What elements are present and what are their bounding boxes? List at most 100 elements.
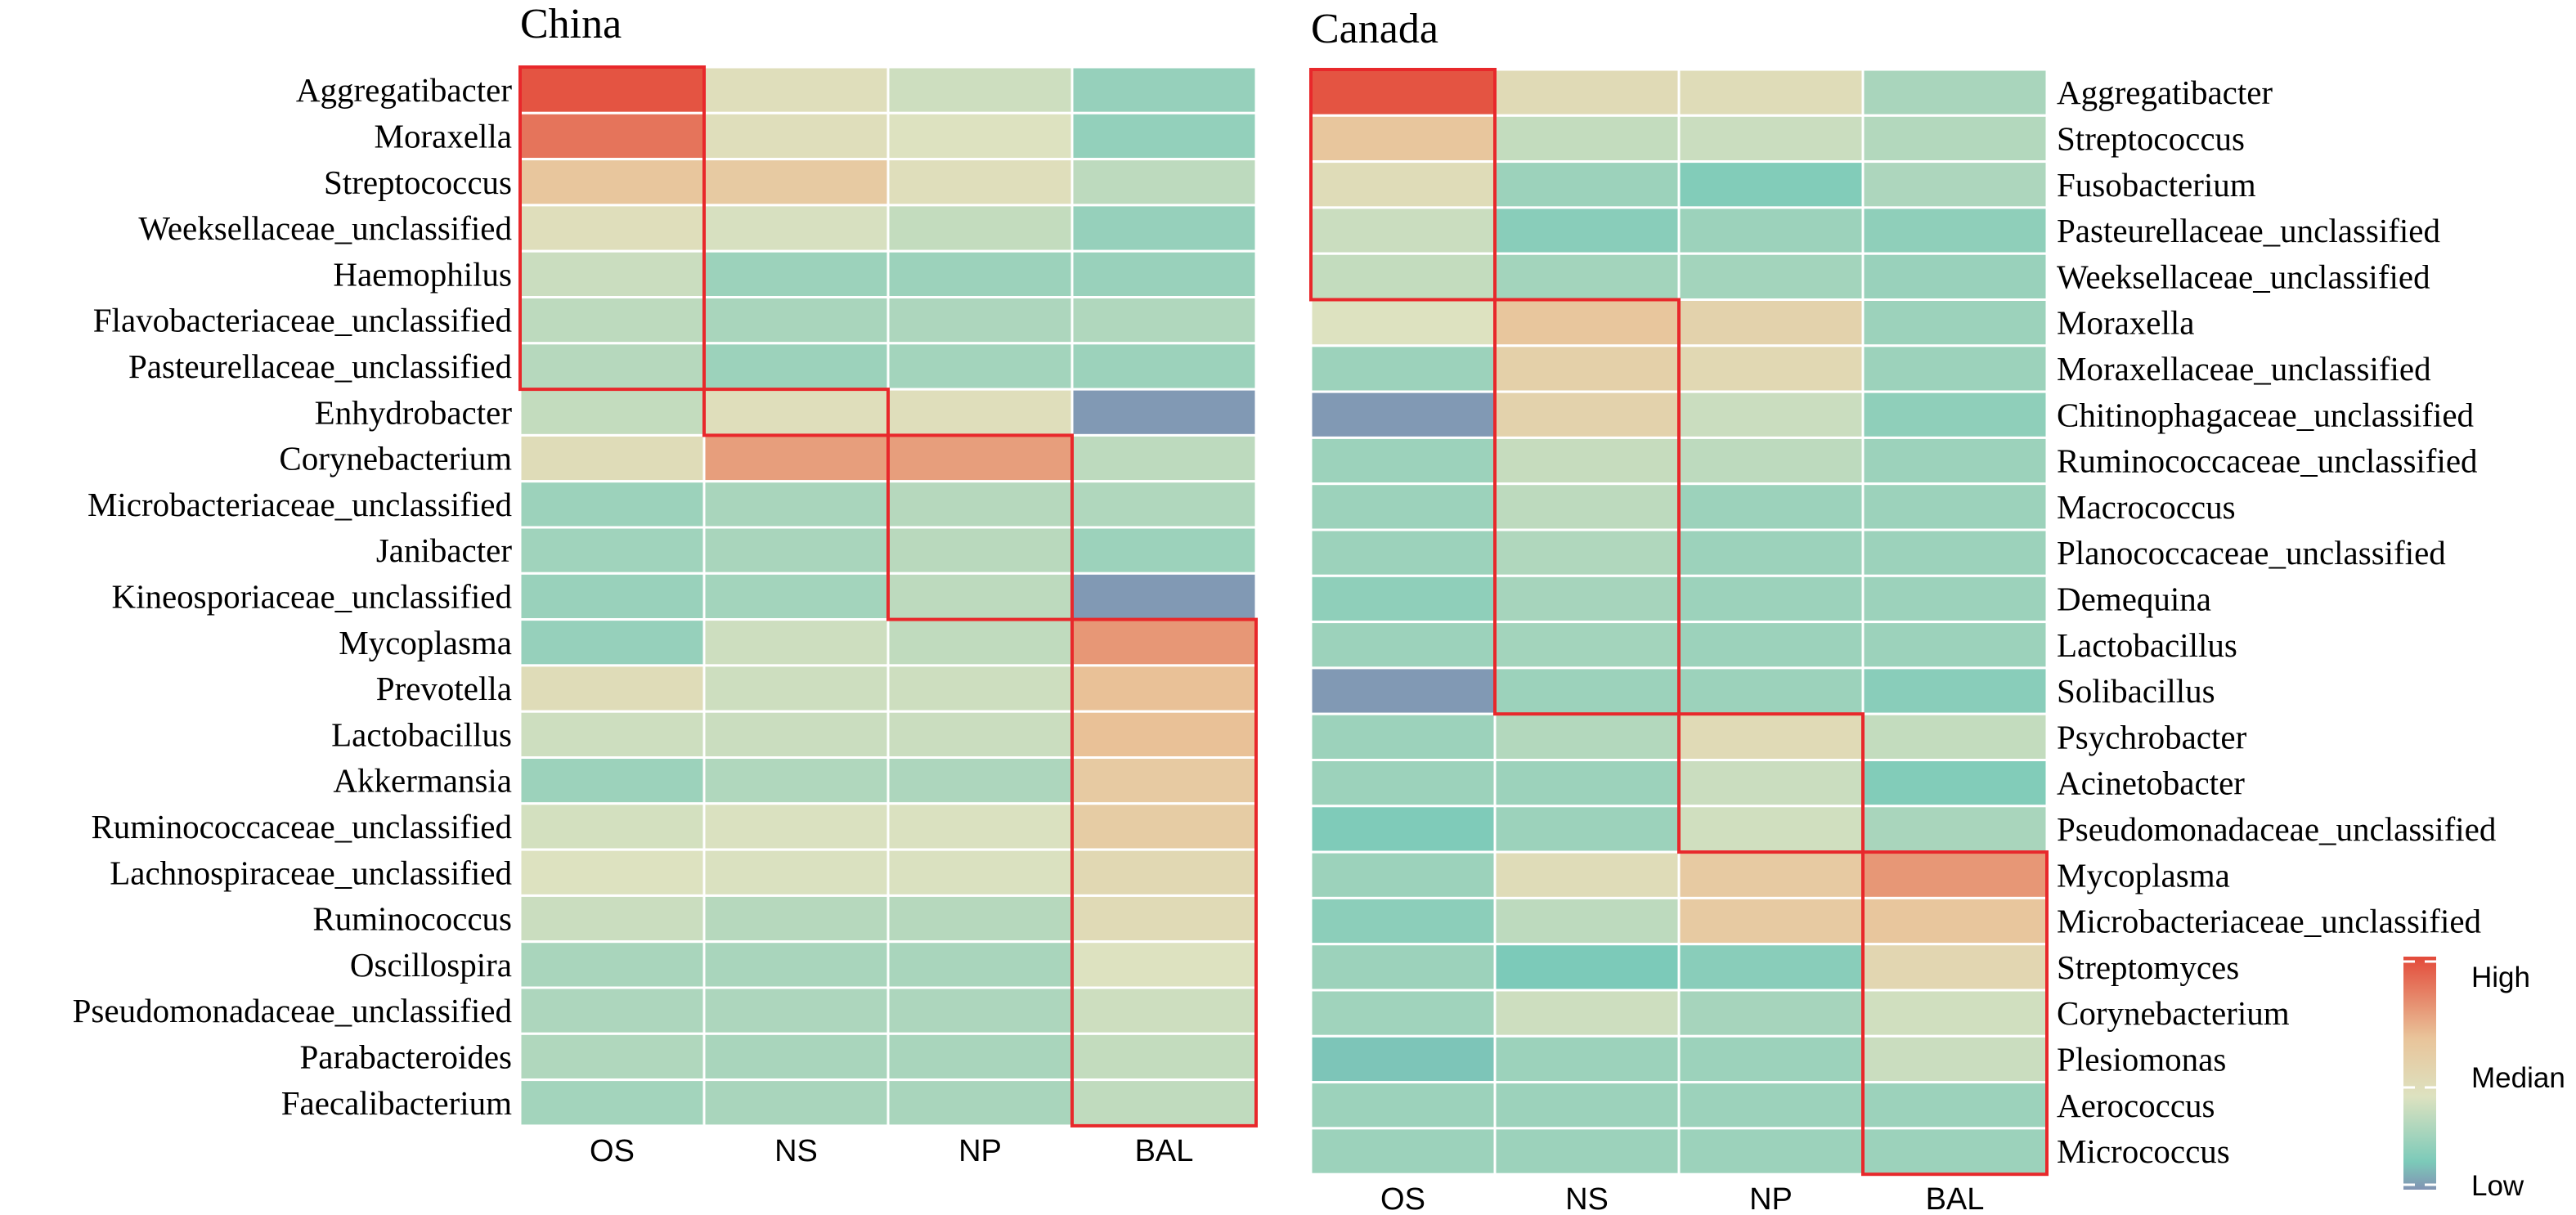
canada-cell	[1677, 528, 1865, 577]
china-row-label: Oscillospira	[350, 946, 512, 984]
china-cell	[518, 802, 706, 851]
canada-heatmap-title: Canada	[1311, 6, 1438, 52]
china-row-label: Corynebacterium	[279, 440, 512, 477]
china-cell	[518, 433, 706, 483]
canada-cell	[1861, 298, 2049, 347]
china-cell	[1070, 940, 1258, 989]
china-cell	[702, 480, 890, 529]
canada-cell	[1861, 759, 2049, 808]
china-row-label: Streptococcus	[324, 164, 512, 201]
china-cell	[518, 296, 706, 345]
china-cell	[702, 664, 890, 713]
canada-cell	[1493, 390, 1681, 439]
china-cell	[518, 1032, 706, 1082]
canada-cell	[1493, 712, 1681, 762]
china-row-label: Flavobacteriaceae_unclassified	[93, 302, 512, 339]
china-row-label: Ruminococcaceae_unclassified	[91, 808, 512, 845]
canada-cell	[1861, 206, 2049, 255]
canada-highlight-box	[1493, 298, 1681, 716]
china-cell	[1070, 204, 1258, 253]
canada-cell	[1677, 850, 1865, 899]
canada-cell	[1493, 114, 1681, 164]
china-cell	[518, 204, 706, 253]
canada-cell	[1493, 1081, 1681, 1130]
canada-cell	[1493, 805, 1681, 854]
canada-column-label: NP	[1749, 1182, 1793, 1215]
china-highlight-box	[518, 65, 706, 392]
canada-cell	[1493, 206, 1681, 255]
china-cell	[518, 158, 706, 207]
canada-row-label: Streptococcus	[2057, 119, 2245, 157]
canada-row-label: Micrococcus	[2057, 1132, 2230, 1170]
china-column-label: BAL	[1135, 1134, 1194, 1168]
china-cell	[702, 433, 890, 483]
china-cell	[702, 1078, 890, 1128]
china-cell	[886, 388, 1074, 437]
china-cell	[702, 526, 890, 575]
canada-highlight-box	[1677, 712, 1865, 854]
canada-cell	[1493, 436, 1681, 486]
canada-cell	[1677, 989, 1865, 1038]
china-cell	[1070, 249, 1258, 299]
china-cell	[1070, 710, 1258, 760]
canada-cell	[1861, 1034, 2049, 1084]
canada-row-label: Weeksellaceae_unclassified	[2057, 258, 2430, 295]
canada-row-label: Aggregatibacter	[2057, 74, 2273, 111]
china-row-label: Moraxella	[375, 117, 512, 155]
canada-cell	[1861, 114, 2049, 164]
canada-cell	[1309, 68, 1497, 117]
canada-row-label: Lactobacillus	[2057, 626, 2237, 664]
china-row-label: Janibacter	[376, 531, 513, 569]
canada-cell	[1677, 666, 1865, 715]
canada-cell	[1493, 621, 1681, 670]
china-cell	[886, 433, 1074, 483]
china-heatmap-title: China	[520, 1, 622, 47]
canada-cell	[1861, 482, 2049, 531]
china-cell	[702, 388, 890, 437]
china-cell	[1070, 756, 1258, 805]
canada-row-label: Pseudomonadaceae_unclassified	[2057, 810, 2496, 848]
canada-row-label: Demequina	[2057, 580, 2211, 617]
china-cell	[886, 249, 1074, 299]
china-cell	[518, 526, 706, 575]
china-cell	[886, 480, 1074, 529]
china-row-label: Weeksellaceae_unclassified	[138, 209, 512, 247]
canada-cell	[1677, 574, 1865, 624]
canada-cell	[1677, 482, 1865, 531]
canada-cell	[1493, 344, 1681, 393]
canada-cell	[1309, 943, 1497, 992]
canada-cell	[1677, 68, 1865, 117]
canada-cell	[1309, 206, 1497, 255]
china-cell	[702, 65, 890, 114]
canada-cell	[1677, 712, 1865, 762]
china-cell	[702, 204, 890, 253]
china-cell	[886, 710, 1074, 760]
china-cell	[702, 111, 890, 161]
china-cell	[702, 848, 890, 897]
canada-row-label: Microbacteriaceae_unclassified	[2057, 903, 2481, 940]
canada-cell	[1309, 712, 1497, 762]
canada-cell	[1861, 252, 2049, 302]
china-row-label: Enhydrobacter	[315, 393, 513, 431]
canada-cell	[1493, 989, 1681, 1038]
canada-cell	[1677, 1127, 1865, 1176]
canada-cell	[1493, 482, 1681, 531]
canada-cell	[1677, 943, 1865, 992]
canada-cell	[1861, 1081, 2049, 1130]
china-cell	[886, 618, 1074, 667]
canada-cell	[1861, 528, 2049, 577]
china-cell	[518, 342, 706, 391]
china-column-label: NS	[774, 1134, 818, 1168]
legend-median-label: Median	[2471, 1062, 2565, 1094]
china-cell	[518, 388, 706, 437]
canada-cell	[1309, 759, 1497, 808]
canada-cell	[1309, 344, 1497, 393]
canada-cell	[1493, 574, 1681, 624]
canada-cell	[1309, 1127, 1497, 1176]
legend-high-label: High	[2471, 962, 2530, 993]
china-cell	[1070, 618, 1258, 667]
canada-cell	[1309, 528, 1497, 577]
china-row-label: Lactobacillus	[331, 715, 512, 753]
china-cell	[1070, 664, 1258, 713]
china-cell	[702, 756, 890, 805]
